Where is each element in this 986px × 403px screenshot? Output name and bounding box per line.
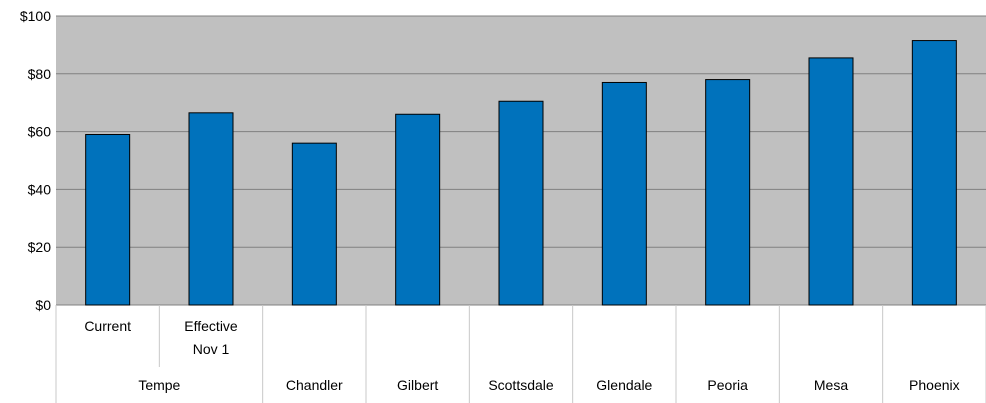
category-label: Current <box>84 318 131 334</box>
category-label: Peoria <box>707 377 748 393</box>
category-label: Glendale <box>596 377 652 393</box>
category-label-line: Effective <box>184 318 238 334</box>
bar <box>291 142 337 306</box>
category-label-line: Chandler <box>286 377 343 393</box>
category-label-line: Peoria <box>707 377 748 393</box>
y-tick-label: $80 <box>28 66 52 82</box>
y-tick-label: $40 <box>28 181 52 197</box>
y-tick-label: $100 <box>20 8 51 24</box>
category-table: Current Effective Nov 1 Chandler Gilbert Scot… <box>55 305 986 403</box>
bar <box>601 81 647 306</box>
bar <box>395 113 441 306</box>
bar <box>188 112 234 306</box>
category-label-line: Scottsdale <box>488 377 554 393</box>
category-label-line: Mesa <box>814 377 848 393</box>
category-label: Scottsdale <box>488 377 554 393</box>
group-label: Tempe <box>138 377 180 393</box>
y-tick-label: $20 <box>28 239 52 255</box>
bar <box>808 57 854 306</box>
category-label-line: Phoenix <box>909 377 960 393</box>
bar <box>911 40 957 306</box>
category-label: Effective Nov 1 <box>184 318 238 357</box>
y-axis-ticks: $0 $20 $40 $60 $80 $100 <box>20 8 51 313</box>
category-label-line: Glendale <box>596 377 652 393</box>
y-tick-label: $60 <box>28 124 52 140</box>
bar <box>85 133 131 306</box>
category-label: Gilbert <box>397 377 438 393</box>
y-tick-label: $0 <box>35 297 51 313</box>
category-label: Mesa <box>814 377 848 393</box>
category-label-line: Nov 1 <box>193 341 230 357</box>
bar <box>705 79 751 306</box>
category-label-line: Gilbert <box>397 377 438 393</box>
category-label: Phoenix <box>909 377 960 393</box>
category-label-line: Current <box>84 318 131 334</box>
category-label: Chandler <box>286 377 343 393</box>
bar <box>498 100 544 306</box>
bars <box>85 40 957 306</box>
